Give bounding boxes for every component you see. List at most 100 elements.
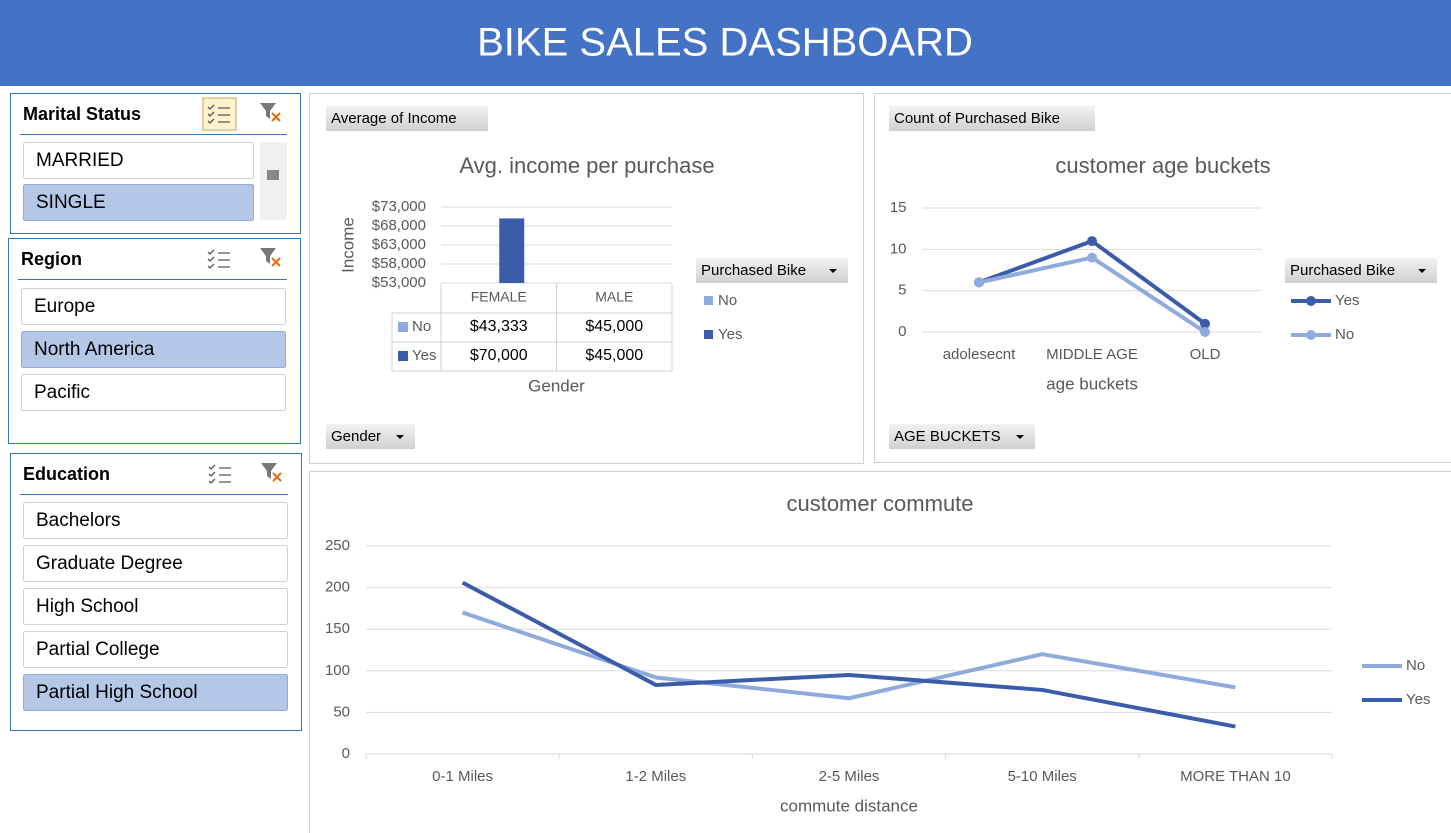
line-series xyxy=(461,610,1236,701)
slicer-item-label: MARRIED xyxy=(36,150,124,171)
slicer-item[interactable] xyxy=(23,545,288,582)
table-row-label: Yes xyxy=(412,347,436,364)
y-tick-label: 0 xyxy=(898,323,906,340)
dropdown-arrow xyxy=(1016,435,1024,439)
x-tick-label: 1-2 Miles xyxy=(625,768,686,785)
dropdown-arrow xyxy=(829,269,837,273)
dropdown-arrow xyxy=(1418,269,1426,273)
slicer-item-label: SINGLE xyxy=(36,192,106,213)
clear-filter-button[interactable] xyxy=(261,463,277,479)
x-tick-label: FEMALE xyxy=(471,289,527,305)
slicer-item-label: Europe xyxy=(34,296,95,317)
slicer-item[interactable] xyxy=(21,288,286,325)
clear-filter-button[interactable] xyxy=(260,248,276,264)
x-tick-label: 0-1 Miles xyxy=(432,768,493,785)
y-tick-label: $58,000 xyxy=(372,255,426,272)
legend-label: No xyxy=(1335,326,1354,343)
multi-select-button[interactable] xyxy=(202,97,237,131)
chart-title: Avg. income per purchase xyxy=(459,153,714,178)
field-button-label: Count of Purchased Bike xyxy=(894,110,1060,127)
slicer-title: Education xyxy=(23,464,110,484)
icon xyxy=(208,471,231,477)
slicer-item[interactable] xyxy=(23,588,288,625)
line-series xyxy=(461,580,1236,729)
x-tick-label: MORE THAN 10 xyxy=(1180,768,1291,785)
chart-panel xyxy=(309,471,1451,833)
slicer-item-label: Graduate Degree xyxy=(36,553,183,574)
slicer-item-label: Bachelors xyxy=(36,510,121,531)
data-label: $70,000 xyxy=(470,347,528,364)
x-axis-label: commute distance xyxy=(780,796,918,815)
chart-title: customer age buckets xyxy=(1055,153,1270,178)
x-axis-label: Gender xyxy=(528,376,585,395)
slicer-item[interactable] xyxy=(23,142,254,179)
legend-label: Yes xyxy=(718,326,742,343)
y-tick-label: $53,000 xyxy=(372,274,426,291)
dashboard-title: BIKE SALES DASHBOARD xyxy=(477,21,973,65)
slicer-title: Region xyxy=(21,249,82,269)
slicer-item[interactable] xyxy=(23,631,288,668)
x-tick-label: adolesecnt xyxy=(943,346,1016,363)
multi-select-button[interactable] xyxy=(203,243,236,275)
line-marker xyxy=(1087,252,1097,263)
x-tick-label: 5-10 Miles xyxy=(1008,768,1077,785)
slicer-item[interactable] xyxy=(21,374,286,411)
y-tick-label: $63,000 xyxy=(372,236,426,253)
field-button[interactable] xyxy=(889,106,1095,131)
slicer-item-label: Pacific xyxy=(34,382,90,403)
slicer-item[interactable] xyxy=(23,502,288,539)
icon xyxy=(208,464,231,470)
slicer-item[interactable] xyxy=(23,674,288,711)
field-button[interactable] xyxy=(889,424,1035,449)
table-row-label: No xyxy=(412,318,431,335)
slicer-item[interactable] xyxy=(23,184,254,221)
field-button-label: Purchased Bike xyxy=(701,262,806,279)
legend-key xyxy=(1306,296,1316,306)
multi-select-button[interactable] xyxy=(204,458,237,490)
line-marker xyxy=(1200,318,1210,329)
scrollbar-thumb[interactable] xyxy=(267,170,279,180)
y-tick-label: 50 xyxy=(333,703,350,720)
field-button[interactable] xyxy=(696,258,848,283)
field-button[interactable] xyxy=(1285,258,1437,283)
line-marker xyxy=(974,277,984,288)
legend-key xyxy=(398,322,408,332)
legend-label: Yes xyxy=(1406,691,1430,708)
icon xyxy=(207,118,230,124)
data-label: $45,000 xyxy=(585,318,643,335)
icon xyxy=(271,112,281,122)
line-marker xyxy=(1087,236,1097,247)
y-tick-label: 200 xyxy=(325,579,350,596)
x-tick-label: MIDDLE AGE xyxy=(1046,346,1138,363)
clear-filter-button[interactable] xyxy=(260,103,276,119)
legend-key xyxy=(398,351,408,361)
legend-key xyxy=(1306,330,1316,340)
slicer-item[interactable] xyxy=(21,331,286,368)
y-tick-label: 150 xyxy=(325,620,350,637)
x-tick-label: OLD xyxy=(1190,346,1221,363)
chart-title: customer commute xyxy=(786,491,973,516)
field-button-label: Gender xyxy=(331,428,381,445)
slicer-item-label: High School xyxy=(36,596,138,617)
icon xyxy=(207,249,230,255)
legend-label: Yes xyxy=(1335,292,1359,309)
data-label: $43,333 xyxy=(470,318,528,335)
legend-label: No xyxy=(718,292,737,309)
y-tick-label: 15 xyxy=(890,199,907,216)
x-axis-label: age buckets xyxy=(1046,374,1138,393)
field-button-label: Average of Income xyxy=(331,110,457,127)
field-button-label: AGE BUCKETS xyxy=(894,428,1001,445)
legend-label: No xyxy=(1406,657,1425,674)
y-tick-label: 100 xyxy=(325,662,350,679)
icon xyxy=(208,478,231,484)
line-marker xyxy=(1200,327,1210,337)
y-tick-label: 250 xyxy=(325,537,350,554)
legend-key xyxy=(704,330,713,339)
scrollbar xyxy=(260,142,287,220)
icon xyxy=(271,257,281,267)
field-button[interactable] xyxy=(326,106,488,131)
dropdown-arrow xyxy=(396,435,404,439)
icon xyxy=(207,256,230,262)
